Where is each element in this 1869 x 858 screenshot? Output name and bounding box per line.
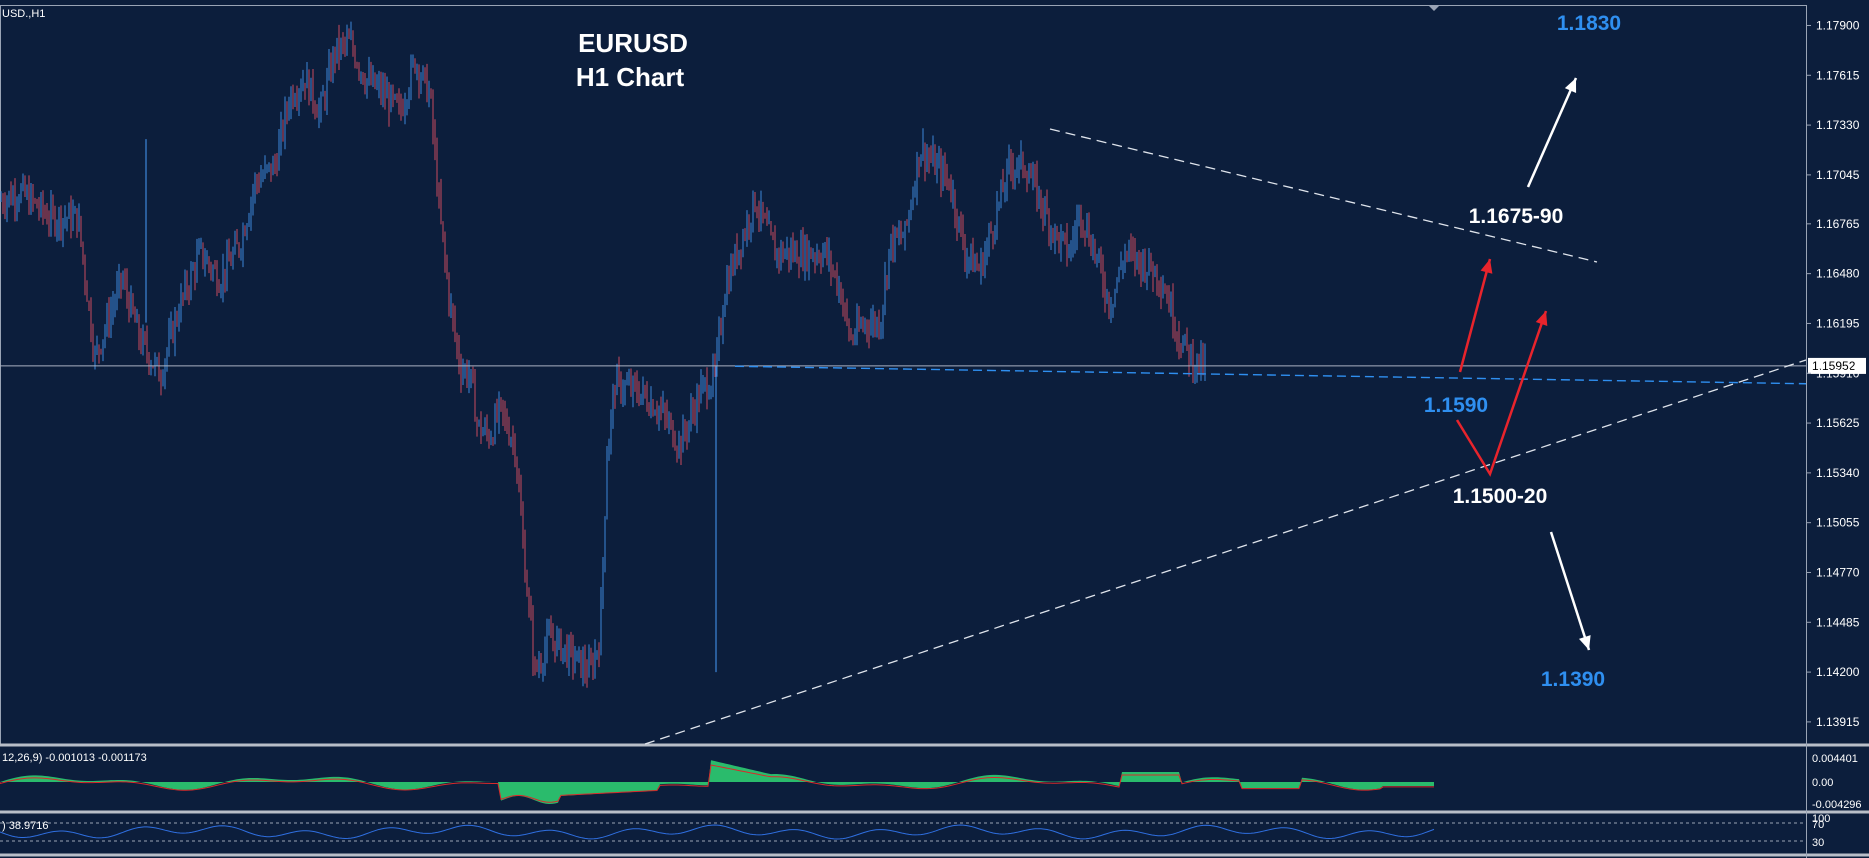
y-tick-label: 1.15340 [1816,466,1860,480]
macd-tick-label: 0.00 [1812,777,1833,789]
y-tick-label: 1.15910 [1816,366,1860,380]
y-tick-label: 1.14200 [1816,665,1860,679]
arrow-dip-then-rise-shaft [1455,310,1548,477]
support-label: 1.1500-20 [1453,485,1548,508]
arrow-dip-then-rise-head [1535,311,1548,326]
chart-title: EURUSD [578,28,688,58]
arrow-up-target [1526,77,1578,188]
y-tick-label: 1.14485 [1816,615,1860,629]
osc-tick-label: 70 [1812,819,1824,831]
descending-trendline [1049,128,1598,263]
oscillator-line [0,824,1435,840]
macd-label: 12,26,9) -0.001013 -0.001173 [2,752,147,764]
annotation-layer: USD.,H1 EURUSD H1 Chart 1.1830 1.1675-90… [2,8,1621,832]
shift-marker [1428,5,1440,11]
arrow-down-target-head [1578,635,1591,650]
arrow-breakout-head [1480,259,1493,274]
y-tick-label: 1.16195 [1816,316,1860,330]
osc-tick-label: 100 [1812,813,1830,825]
arrow-up-target-head [1564,78,1577,93]
ascending-trendline [644,359,1807,745]
current-price-box: 1.15952 [1808,357,1866,374]
arrow-down-target [1549,531,1591,651]
y-tick-label: 1.15625 [1816,416,1860,430]
y-tick-label: 1.17615 [1816,68,1860,82]
y-tick-label: 1.15055 [1816,516,1860,530]
y-tick-label: 1.17900 [1816,18,1860,32]
y-tick-label: 1.17330 [1816,118,1860,132]
arrow-breakout-shaft [1458,258,1492,373]
symbol-label: USD.,H1 [2,8,45,20]
macd-signal-line [0,764,1434,803]
price-axis: 1.17900 1.17615 1.17330 1.17045 1.16765 1.164… [1806,5,1860,858]
price-panel [0,5,1869,857]
arrow-breakout [1458,258,1493,373]
macd-panel: 0.004401 0.00 -0.004296 [0,753,1862,811]
current-price-box-bg [1808,357,1866,374]
arrow-dip-then-rise [1455,310,1548,477]
current-price-value: 1.15952 [1812,359,1856,373]
pivot-dashed-line [734,365,1807,385]
resistance-label: 1.1675-90 [1469,205,1564,228]
macd-histogram [0,760,1434,804]
arrow-down-target-shaft [1549,531,1591,651]
y-tick-label: 1.16480 [1816,267,1860,281]
chart-subtitle: H1 Chart [576,62,685,92]
trendlines: 1.15952 [0,77,1866,745]
y-tick-label: 1.14770 [1816,565,1860,579]
target-down-label: 1.1390 [1541,668,1605,691]
y-tick-label: 1.13915 [1816,715,1860,729]
macd-tick-label: 0.004401 [1812,753,1858,765]
y-tick-label: 1.17045 [1816,168,1860,182]
arrow-up-target-shaft [1526,77,1578,188]
candlestick-series [0,21,1206,688]
oscillator-label: ) 38.9716 [2,820,48,832]
y-tick-label: 1.16765 [1816,217,1860,231]
macd-tick-label: -0.004296 [1812,799,1862,811]
pivot-label: 1.1590 [1424,394,1488,417]
osc-tick-label: 30 [1812,837,1824,849]
target-up-label: 1.1830 [1557,12,1621,35]
